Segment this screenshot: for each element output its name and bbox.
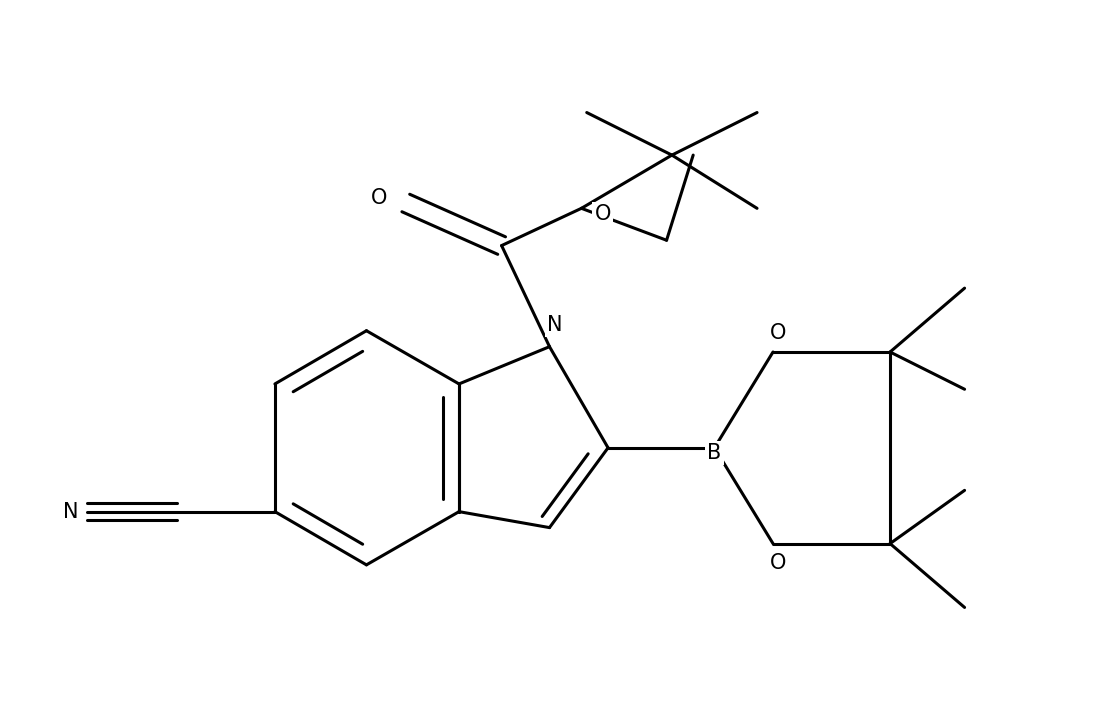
Text: N: N	[63, 502, 78, 522]
Text: O: O	[770, 553, 787, 573]
Text: B: B	[708, 443, 722, 463]
Text: O: O	[595, 203, 611, 224]
Text: O: O	[371, 188, 388, 208]
Text: O: O	[770, 323, 787, 343]
Text: N: N	[547, 315, 563, 335]
